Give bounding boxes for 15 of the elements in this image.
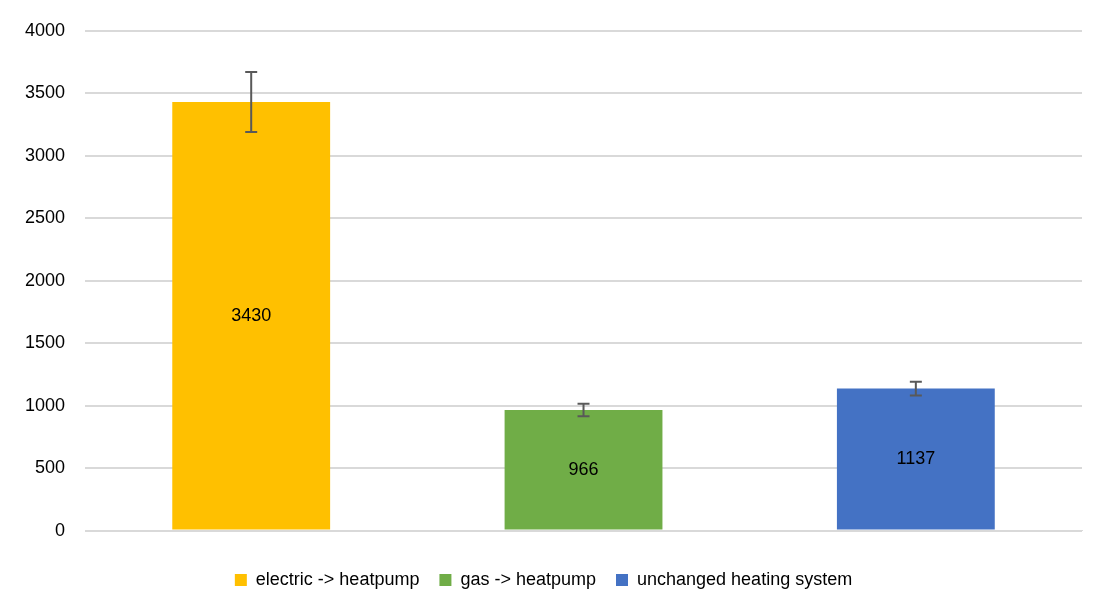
y-tick-label: 1000 xyxy=(25,394,66,415)
data-label: 1137 xyxy=(896,448,936,469)
y-tick-label: 1500 xyxy=(25,332,66,353)
y-tick-label: 500 xyxy=(35,457,66,478)
y-tick-label: 3500 xyxy=(25,82,66,103)
legend-label: gas -> heatpump xyxy=(460,568,597,589)
y-tick-label: 0 xyxy=(55,519,66,540)
y-tick-label: 3000 xyxy=(25,144,66,165)
y-tick-label: 4000 xyxy=(25,19,66,40)
y-tick-label: 2500 xyxy=(25,207,66,228)
y-tick-label: 2000 xyxy=(25,269,66,290)
data-label: 3430 xyxy=(231,304,272,325)
data-label: 966 xyxy=(568,458,599,479)
legend-label: electric -> heatpump xyxy=(255,568,420,589)
legend-label: unchanged heating system xyxy=(637,568,853,589)
